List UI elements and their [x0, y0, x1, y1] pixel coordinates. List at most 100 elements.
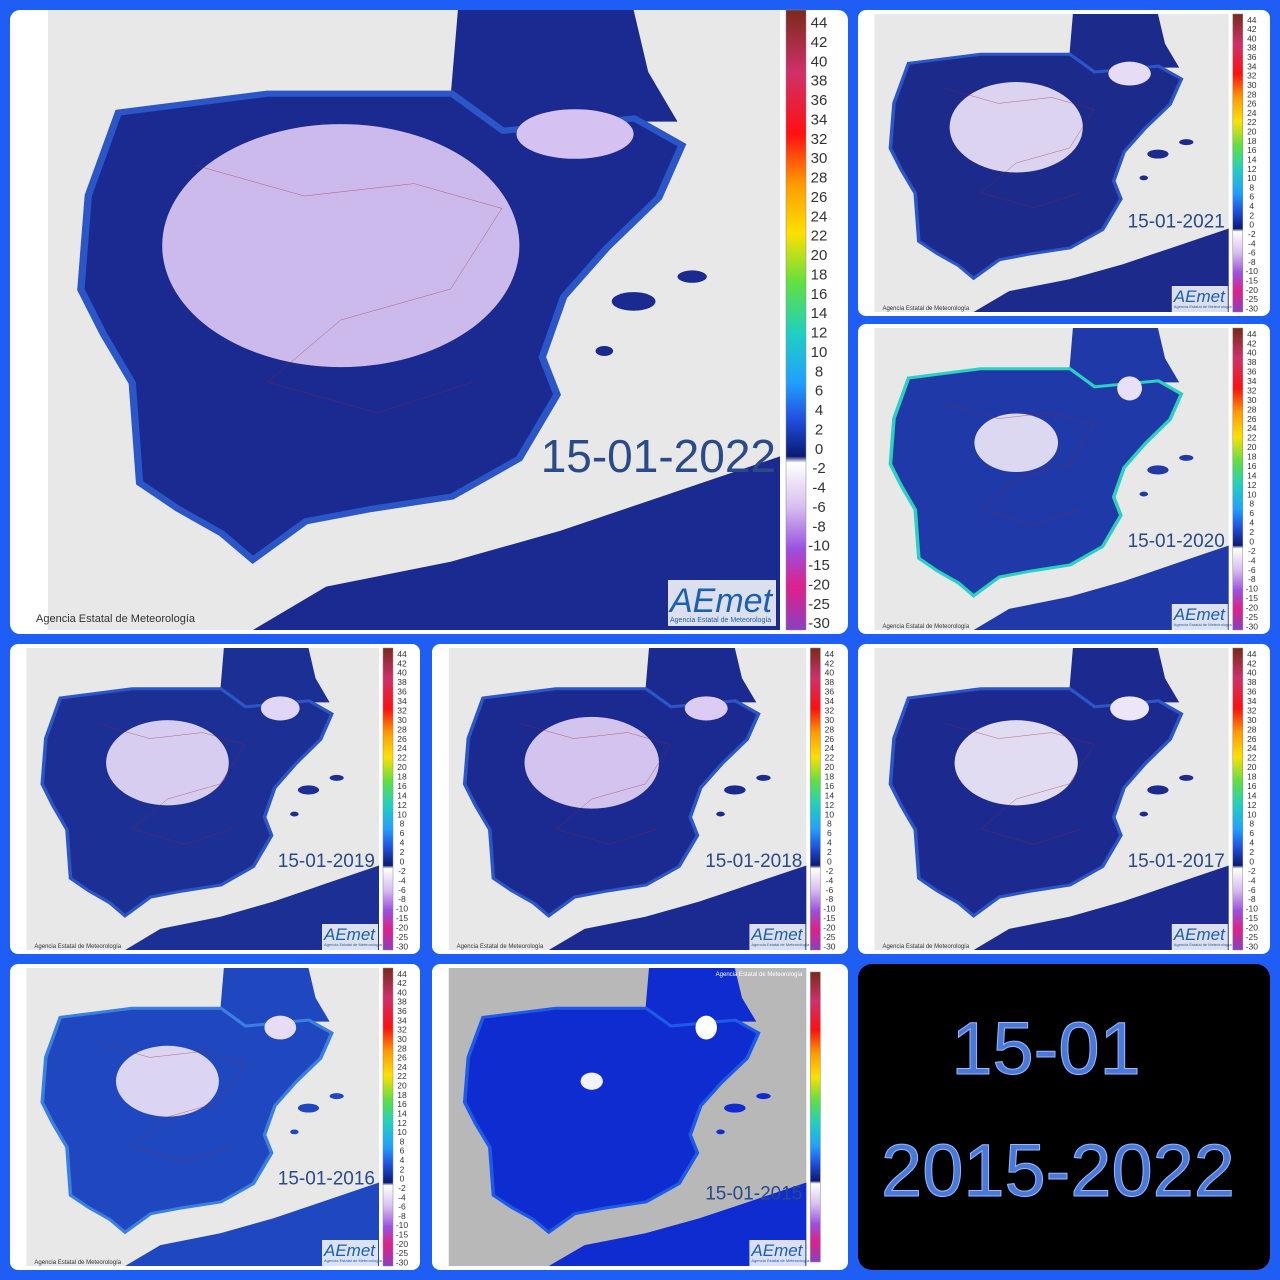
colorbar-label: 18 — [397, 772, 407, 782]
colorbar-label: 44 — [1247, 329, 1257, 339]
colorbar-label: 16 — [825, 781, 835, 791]
cold-area — [954, 720, 1078, 806]
colorbar-label: 34 — [397, 696, 407, 706]
map-panel: 4442403836343230282624222018161412108642… — [10, 9, 848, 634]
balearic-island — [290, 811, 299, 817]
colorbar-label: 12 — [397, 800, 407, 810]
colorbar-label: 0 — [1249, 220, 1254, 230]
colorbar-label: 16 — [1247, 781, 1257, 791]
colorbar-label: -8 — [1248, 574, 1256, 584]
colorbar-label: -6 — [398, 885, 406, 895]
colorbar-label: 6 — [1249, 508, 1254, 518]
colorbar-label: 40 — [397, 987, 407, 997]
credit: Agencia Estatal de Meteorología — [716, 972, 803, 978]
colorbar-label: 10 — [811, 344, 828, 361]
colorbar — [382, 647, 394, 951]
colorbar-label: -8 — [398, 1211, 406, 1221]
colorbar-label: -6 — [398, 1202, 406, 1212]
colorbar-label: 2 — [400, 847, 405, 857]
balearic-island — [756, 774, 771, 781]
colorbar-label: 40 — [1247, 668, 1257, 678]
colorbar-label: 22 — [397, 753, 407, 763]
colorbar-label: 24 — [1247, 743, 1257, 753]
colorbar-label: 12 — [1247, 164, 1257, 174]
colorbar-label: 32 — [811, 131, 828, 148]
logo-bg — [668, 580, 776, 626]
summary-line2: 2015-2022 — [881, 1129, 1235, 1212]
france — [1069, 328, 1180, 389]
map — [48, 10, 780, 630]
colorbar — [785, 9, 807, 631]
colorbar-label: 32 — [1247, 385, 1257, 395]
colorbar-label: 40 — [1247, 33, 1257, 43]
colorbar-label: -10 — [1246, 584, 1259, 594]
colorbar-label: 42 — [1247, 24, 1257, 34]
colorbar-label: 20 — [811, 247, 828, 264]
colorbar-label: 18 — [1247, 452, 1257, 462]
colorbar-label: -4 — [1248, 555, 1256, 565]
colorbar-label: 38 — [1247, 677, 1257, 687]
logo-subtitle: Agencia Estatal de Meteorología — [751, 942, 810, 947]
colorbar-label: 8 — [815, 363, 823, 380]
colorbar-label: 42 — [397, 658, 407, 668]
map — [874, 14, 1229, 312]
colorbar-label: 26 — [811, 189, 828, 206]
logo: AEmet — [750, 1241, 803, 1260]
colorbar-label: -15 — [1246, 913, 1259, 923]
colorbar-label: 30 — [397, 715, 407, 725]
colorbar-label: 14 — [1247, 470, 1257, 480]
colorbar-label: -10 — [1246, 266, 1259, 276]
map — [448, 648, 807, 950]
map-date: 15-01-2019 — [278, 851, 375, 872]
colorbar-label: 32 — [1247, 705, 1257, 715]
colorbar-label: 34 — [1247, 376, 1257, 386]
colorbar-label: 2 — [1249, 210, 1254, 220]
colorbar-label: 4 — [827, 838, 832, 848]
colorbar-label: -2 — [398, 1183, 406, 1193]
colorbar-label: 0 — [400, 856, 405, 866]
colorbar-label: 12 — [825, 800, 835, 810]
colorbar-label: 8 — [400, 1136, 405, 1146]
colorbar-label: 26 — [825, 734, 835, 744]
logo: AEmet — [1173, 925, 1226, 944]
colorbar-label: -4 — [812, 480, 825, 497]
colorbar-label: 24 — [1247, 108, 1257, 118]
colorbar-label: -6 — [826, 885, 834, 895]
colorbar-label: -4 — [1248, 875, 1256, 885]
france — [1069, 648, 1180, 709]
colorbar-label: -25 — [396, 932, 409, 942]
colorbar-label: -20 — [1246, 285, 1259, 295]
borders — [97, 724, 245, 845]
colorbar-label: 22 — [825, 753, 835, 763]
colorbar-label: 8 — [400, 819, 405, 829]
balearic-island — [1147, 785, 1169, 795]
map — [26, 648, 380, 950]
credit: Agencia Estatal de Meteorología — [34, 1260, 121, 1266]
colorbar-label: 10 — [397, 809, 407, 819]
colorbar-label: 32 — [397, 1025, 407, 1035]
logo-subtitle: Agencia Estatal de Meteorología — [670, 617, 771, 624]
colorbar-label: 12 — [811, 325, 828, 342]
colorbar-label: -2 — [1248, 546, 1256, 556]
colorbar-label: 42 — [811, 34, 828, 51]
logo-subtitle: Agencia Estatal de Meteorología — [1174, 622, 1233, 627]
logo: AEmet — [323, 925, 376, 944]
colorbar-label: 34 — [1247, 61, 1257, 71]
colorbar-label: 34 — [811, 111, 828, 128]
colorbar-label: 10 — [1247, 173, 1257, 183]
pyrenees-cold — [684, 696, 728, 721]
colorbar-label: -6 — [1248, 565, 1256, 575]
colorbar-label: 6 — [400, 828, 405, 838]
colorbar-label: -2 — [398, 866, 406, 876]
colorbar-label: 36 — [1247, 687, 1257, 697]
logo: AEmet — [668, 582, 774, 620]
colorbar-label: 0 — [1249, 536, 1254, 546]
colorbar-label: -15 — [823, 913, 836, 923]
colorbar-label: 18 — [811, 266, 828, 283]
africa — [125, 1182, 380, 1266]
balearic-island — [1139, 175, 1149, 181]
colorbar-label: 28 — [811, 170, 828, 187]
logo-subtitle: Agencia Estatal de Meteorología — [324, 1258, 383, 1263]
balearic-island — [1179, 454, 1194, 461]
